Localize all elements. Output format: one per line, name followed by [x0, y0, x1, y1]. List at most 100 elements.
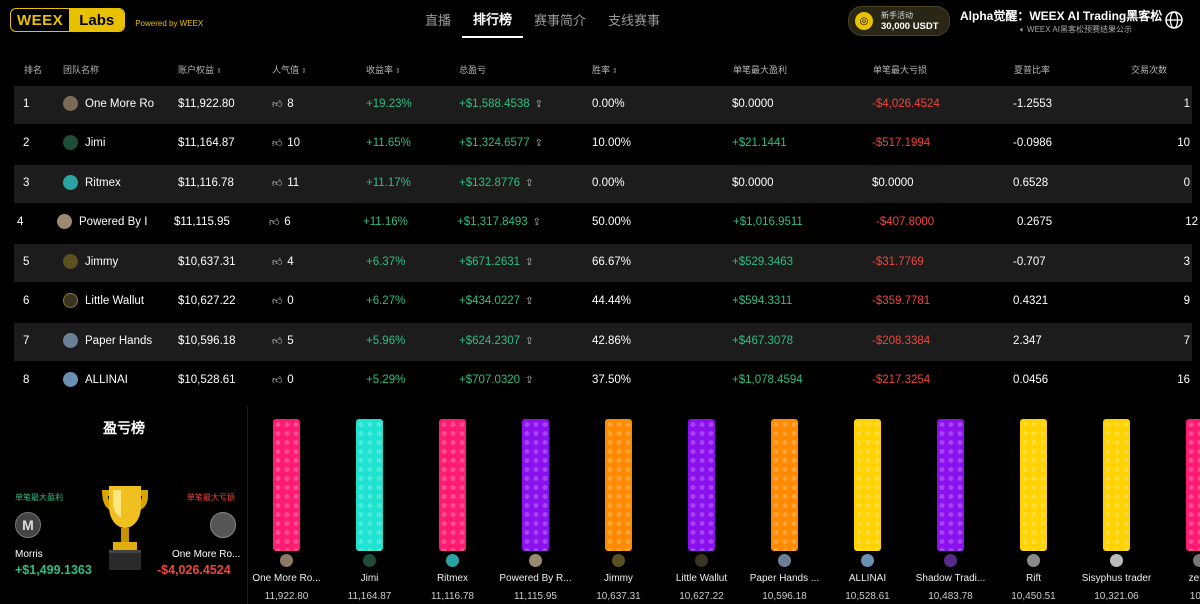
bar-team-name: Paper Hands ... — [749, 573, 820, 584]
bar-item[interactable]: zer... 10... — [1163, 406, 1200, 604]
likes-count: 0 — [287, 374, 294, 386]
max-loss: -$217.3254 — [872, 374, 931, 386]
share-icon[interactable]: ⇪ — [525, 296, 534, 307]
bar-item[interactable]: Shadow Tradi... 10,483.78 — [914, 406, 1004, 604]
col-equity-label: 账户权益 — [178, 65, 215, 75]
table-header: 排名 团队名称 账户权益 ⇕ 人气值 ⇕ 收益率 ⇕ 总盈亏 胜率 ⇕ 单笔最大盈利 单… — [0, 56, 1200, 82]
winrate: 0.00% — [592, 177, 625, 189]
col-equity[interactable]: 账户权益 ⇕ — [178, 63, 222, 76]
table-row[interactable]: 8 ALLINAI $10,528.61 👍︎ 0 +5.29% +$707.0… — [14, 362, 1192, 400]
bar-value: 11,922.80 — [264, 591, 309, 602]
share-icon[interactable]: ⇪ — [525, 336, 534, 347]
trades: 7 — [1183, 335, 1190, 347]
nav-leaderboard[interactable]: 排行榜 — [462, 0, 524, 38]
rank: 5 — [23, 256, 30, 268]
team-avatar — [63, 175, 78, 190]
likes[interactable]: 👍︎ 4 — [272, 256, 294, 268]
weex-labs-logo[interactable]: WEEX Labs Powered by WEEX — [10, 8, 203, 32]
likes[interactable]: 👍︎ 8 — [272, 98, 294, 110]
thumbs-up-icon: 👍︎ — [272, 296, 283, 307]
team-name[interactable]: Ritmex — [85, 177, 121, 189]
team-name[interactable]: Powered By I — [79, 216, 148, 228]
trades: 12 — [1185, 216, 1198, 228]
bar-item[interactable]: Ritmex 11,116.78 — [416, 406, 506, 604]
likes[interactable]: 👍︎ 6 — [269, 216, 291, 228]
likes[interactable]: 👍︎ 11 — [272, 177, 299, 189]
logo-weex-text: WEEX — [17, 11, 64, 29]
likes[interactable]: 👍︎ 10 — [272, 137, 300, 149]
nav-event-intro[interactable]: 赛事简介 — [534, 12, 587, 28]
table-row[interactable]: 2 Jimi $11,164.87 👍︎ 10 +11.65% +$1,324.… — [14, 125, 1192, 163]
sharpe: 0.4321 — [1013, 295, 1049, 307]
globe-icon[interactable] — [1163, 9, 1185, 31]
nav-live[interactable]: 直播 — [425, 12, 452, 28]
max-profit: +$1,016.9511 — [733, 216, 803, 228]
bar — [1186, 419, 1200, 551]
team-name[interactable]: ALLINAI — [85, 374, 128, 386]
table-row[interactable]: 7 Paper Hands $10,596.18 👍︎ 5 +5.96% +$6… — [14, 323, 1192, 361]
bar-item[interactable]: Paper Hands ... 10,596.18 — [748, 406, 838, 604]
table-row[interactable]: 1 One More Ro $11,922.80 👍︎ 8 +19.23% +$… — [14, 86, 1192, 124]
likes[interactable]: 👍︎ 0 — [272, 295, 294, 307]
likes-count: 5 — [287, 335, 294, 347]
col-roi[interactable]: 收益率 ⇕ — [366, 63, 401, 76]
team-avatar — [63, 293, 78, 308]
bar-avatar — [280, 554, 293, 567]
col-sharpe: 夏普比率 — [1014, 65, 1051, 75]
roi: +11.16% — [363, 216, 408, 228]
share-icon[interactable]: ⇪ — [532, 217, 542, 228]
table-row[interactable]: 3 Ritmex $11,116.78 👍︎ 11 +11.17% +$132.… — [14, 165, 1192, 203]
top-profit-avatar[interactable]: M — [15, 512, 41, 538]
likes[interactable]: 👍︎ 5 — [272, 335, 294, 347]
table-row[interactable]: 6 Little Wallut $10,627.22 👍︎ 0 +6.27% +… — [14, 283, 1192, 321]
share-icon[interactable]: ⇪ — [525, 375, 534, 386]
equity-bars: One More Ro... 11,922.80 Jimi 11,164.87 … — [250, 406, 1200, 604]
table-row[interactable]: 4 Powered By I $11,115.95 👍︎ 6 +11.16% +… — [14, 204, 1198, 242]
newbie-promo-button[interactable]: ◎ 新手活动 30,000 USDT — [848, 6, 950, 36]
bar-item[interactable]: Jimi 11,164.87 — [333, 406, 423, 604]
thumbs-up-icon: 👍︎ — [272, 178, 283, 189]
hackathon-subtitle[interactable]: 🔈︎ WEEX AI黑客松预赛结果公示 — [1020, 24, 1132, 35]
bar — [854, 419, 881, 551]
team-name[interactable]: One More Ro — [85, 98, 155, 110]
bar-item[interactable]: Powered By R... 11,115.95 — [499, 406, 589, 604]
nav-side-events[interactable]: 支线赛事 — [608, 12, 661, 28]
logo-labs-text: Labs — [69, 9, 125, 31]
team-name[interactable]: Jimmy — [85, 256, 119, 268]
max-profit: $0.0000 — [732, 98, 774, 110]
col-winrate[interactable]: 胜率 ⇕ — [592, 63, 618, 76]
team-name[interactable]: Little Wallut — [85, 295, 145, 307]
bar-item[interactable]: ALLINAI 10,528.61 — [831, 406, 921, 604]
col-popularity[interactable]: 人气值 ⇕ — [272, 63, 307, 76]
hackathon-title[interactable]: Alpha觉醒：WEEX AI Trading黑客松 — [960, 9, 1163, 23]
bar-avatar — [1193, 554, 1200, 567]
max-loss-label: 单笔最大亏损 — [187, 493, 235, 502]
team-name[interactable]: Paper Hands — [85, 335, 153, 347]
top-loss-avatar[interactable] — [210, 512, 236, 538]
bar-team-name: zer... — [1188, 573, 1200, 584]
likes-count: 8 — [287, 98, 294, 110]
max-loss: -$31.7769 — [872, 256, 924, 268]
bar-item[interactable]: Jimmy 10,637.31 — [582, 406, 672, 604]
share-icon[interactable]: ⇪ — [534, 138, 544, 149]
sharpe: -0.0986 — [1013, 137, 1053, 149]
sort-icon: ⇕ — [395, 68, 401, 75]
rank: 3 — [23, 177, 30, 189]
promo-amount: 30,000 USDT — [881, 21, 939, 32]
bar-item[interactable]: Rift 10,450.51 — [997, 406, 1087, 604]
total-pnl: +$1,324.6577 ⇪ — [459, 137, 543, 149]
col-rank: 排名 — [24, 65, 43, 75]
share-icon[interactable]: ⇪ — [534, 99, 544, 110]
bar-item[interactable]: One More Ro... 11,922.80 — [250, 406, 340, 604]
share-icon[interactable]: ⇪ — [525, 257, 534, 268]
equity: $10,528.61 — [178, 374, 236, 386]
bar-item[interactable]: Little Wallut 10,627.22 — [665, 406, 755, 604]
col-popularity-label: 人气值 — [272, 65, 300, 75]
bar-item[interactable]: Sisyphus trader 10,321.06 — [1080, 406, 1170, 604]
share-icon[interactable]: ⇪ — [525, 178, 534, 189]
team-name[interactable]: Jimi — [85, 137, 106, 149]
thumbs-up-icon: 👍︎ — [272, 138, 283, 149]
bar-avatar — [778, 554, 791, 567]
table-row[interactable]: 5 Jimmy $10,637.31 👍︎ 4 +6.37% +$671.263… — [14, 244, 1192, 282]
likes[interactable]: 👍︎ 0 — [272, 374, 294, 386]
